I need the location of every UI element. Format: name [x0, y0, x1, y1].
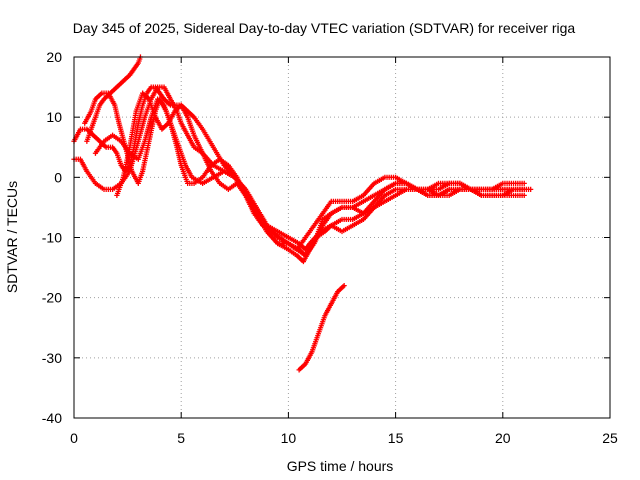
- series-track-7: [296, 283, 347, 373]
- y-tick-label: 10: [46, 109, 62, 125]
- series-track-6: [84, 54, 144, 144]
- data-series: [71, 54, 534, 373]
- y-tick-label: -40: [42, 410, 62, 426]
- series-track-1: [71, 84, 527, 259]
- data-point-marker: [521, 180, 527, 186]
- data-point-marker: [341, 283, 347, 289]
- x-tick-label: 0: [70, 430, 78, 446]
- x-tick-label: 10: [281, 430, 297, 446]
- x-tick-label: 25: [602, 430, 618, 446]
- y-tick-label: 20: [46, 49, 62, 65]
- y-tick-label: -10: [42, 230, 62, 246]
- data-point-marker: [521, 186, 527, 192]
- y-axis-title: SDTVAR / TECUs: [4, 181, 20, 293]
- y-tick-label: -20: [42, 290, 62, 306]
- x-tick-label: 15: [388, 430, 404, 446]
- x-axis-title: GPS time / hours: [287, 458, 394, 474]
- data-point-marker: [521, 192, 527, 198]
- y-tick-label: 0: [54, 169, 62, 185]
- chart-title: Day 345 of 2025, Sidereal Day-to-day VTE…: [73, 20, 576, 36]
- x-tick-label: 5: [177, 430, 185, 446]
- axis-ticks: 0 5 10 15 20 25 -40 -30 -20 -10 0 10 20: [42, 49, 618, 446]
- data-point-marker: [528, 186, 534, 192]
- x-tick-label: 20: [495, 430, 511, 446]
- grid-lines: [74, 57, 610, 418]
- y-tick-label: -30: [42, 350, 62, 366]
- series-track-5: [114, 90, 527, 253]
